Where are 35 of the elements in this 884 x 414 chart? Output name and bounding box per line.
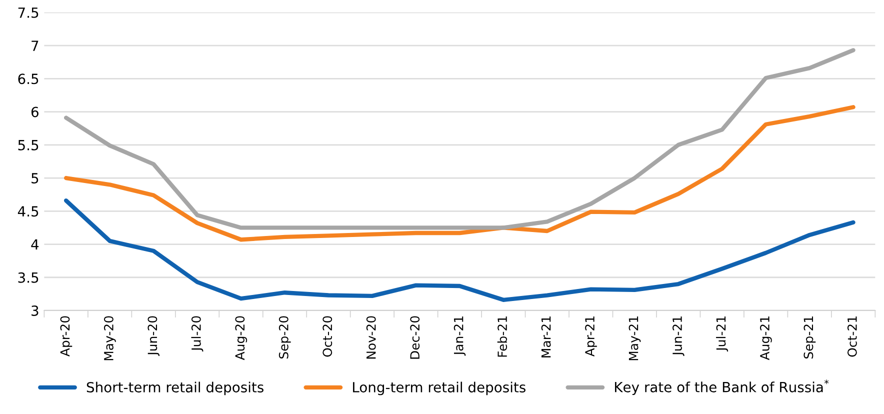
x-tick-label: Aug-20	[235, 316, 248, 360]
x-tick-label: Jul-21	[716, 316, 728, 352]
x-tick-label: Jul-20	[191, 316, 204, 352]
line-series	[64, 198, 856, 302]
x-tick-label: Jun-21	[672, 316, 684, 356]
y-tick-label: 7.5	[18, 8, 38, 18]
x-tick-label: Nov-20	[366, 316, 376, 359]
y-tick-label: 3	[32, 305, 38, 316]
y-tick-label: 6.5	[18, 74, 38, 84]
x-tick-label: May-21	[628, 316, 641, 360]
x-tick-label: Oct-20	[322, 316, 332, 357]
x-tick-label: Jun-20	[148, 316, 160, 356]
x-tick-label: Jan-21	[454, 316, 466, 356]
x-tick-label: Sep-20	[278, 316, 291, 359]
x-tick-label: Feb-21	[497, 316, 508, 357]
y-tick-label: 7	[32, 40, 38, 51]
x-tick-label: Mar-21	[541, 316, 551, 358]
line-series	[64, 105, 856, 242]
x-tick-label: Dec-20	[410, 316, 420, 359]
x-tick-label: Apr-21	[585, 316, 597, 357]
x-tick-label: Sep-21	[804, 316, 816, 359]
x-tick-label: May-20	[104, 316, 116, 360]
y-tick-label: 5	[32, 173, 38, 184]
line-series	[64, 48, 856, 230]
x-tick-label: Oct-21	[847, 316, 857, 357]
y-tick-label: 4.5	[18, 206, 38, 217]
y-tick-label: 4	[31, 239, 39, 250]
legend-label: Short-term retail deposits	[86, 382, 264, 396]
y-tick-label: 3.5	[18, 272, 38, 283]
legend-label: Key rate of the Bank of Russia$^{*}$	[615, 380, 829, 396]
y-tick-label: 5.5	[18, 140, 38, 150]
x-tick-label: Apr-20	[60, 316, 72, 357]
legend-label: Long-term retail deposits	[353, 382, 526, 396]
y-tick-label: 6	[31, 106, 38, 118]
x-tick-label: Aug-21	[760, 316, 772, 360]
